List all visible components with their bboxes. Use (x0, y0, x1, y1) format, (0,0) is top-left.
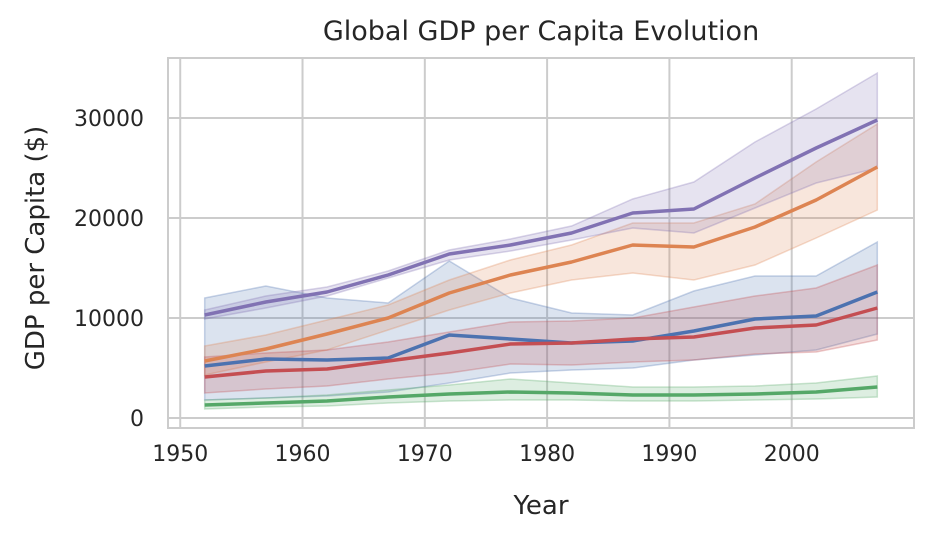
x-tick-labels: 1950 1960 1970 1980 1990 2000 (152, 442, 819, 467)
series-line (204, 385, 878, 407)
x-tick-label: 1980 (519, 442, 575, 467)
chart-title: Global GDP per Capita Evolution (323, 16, 759, 47)
confidence-band (203, 240, 879, 401)
y-tick-label: 20000 (74, 207, 144, 232)
y-tick-label: 10000 (74, 307, 144, 332)
confidence-band (203, 122, 879, 376)
x-tick-label: 1970 (397, 442, 453, 467)
series-lines (204, 118, 879, 407)
plot-frame (167, 57, 915, 429)
series-line (204, 118, 879, 317)
x-tick-label: 1950 (152, 442, 208, 467)
grid-lines (168, 58, 914, 428)
x-tick-label: 1960 (275, 442, 331, 467)
x-tick-label: 1990 (641, 442, 697, 467)
x-axis-label: Year (512, 491, 568, 521)
series-line (204, 165, 879, 363)
series-line (204, 290, 878, 368)
y-tick-label: 0 (130, 407, 144, 432)
y-tick-label: 30000 (74, 107, 144, 132)
series-line (204, 306, 878, 379)
y-tick-labels: 0 10000 20000 30000 (74, 107, 144, 432)
x-tick-label: 2000 (764, 442, 820, 467)
confidence-band (203, 263, 879, 394)
y-axis-label: GDP per Capita ($) (21, 126, 51, 371)
